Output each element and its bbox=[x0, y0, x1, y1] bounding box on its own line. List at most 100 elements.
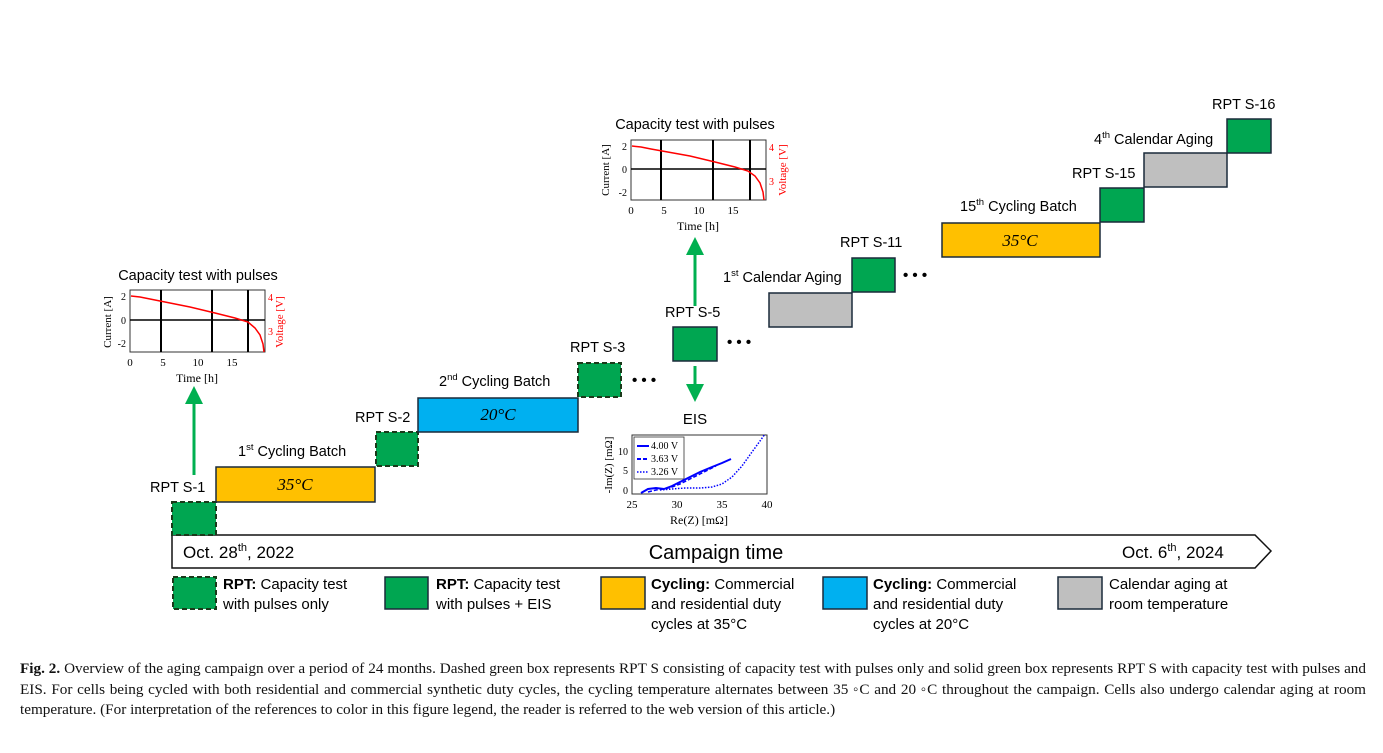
svg-text:RPT: Capacity test: RPT: Capacity test bbox=[436, 576, 561, 593]
cycling-batch-1-label: 1st Cycling Batch bbox=[238, 442, 346, 460]
caption-label: Fig. 2. bbox=[20, 660, 61, 677]
ellipsis-3: • • • bbox=[903, 267, 927, 284]
legend: RPT: Capacity test with pulses only RPT:… bbox=[172, 576, 1228, 633]
legend-swatch-calendar bbox=[1057, 576, 1103, 610]
capacity-plot-2-title: Capacity test with pulses bbox=[615, 117, 775, 133]
capacity-plot-1-title: Capacity test with pulses bbox=[118, 268, 278, 284]
legend-swatch-rpt-dashed bbox=[172, 576, 217, 610]
eis-legend-2: 3.63 V bbox=[651, 454, 679, 465]
svg-text:3: 3 bbox=[769, 177, 774, 188]
svg-text:RPT: Capacity test: RPT: Capacity test bbox=[223, 576, 348, 593]
svg-text:cycles at 35°C: cycles at 35°C bbox=[651, 616, 747, 633]
cycling-batch-2-label: 2nd Cycling Batch bbox=[439, 372, 550, 390]
svg-text:5: 5 bbox=[623, 466, 628, 477]
rpt-s11-label: RPT S-11 bbox=[840, 235, 902, 251]
rpt-s3-label: RPT S-3 bbox=[570, 340, 625, 356]
svg-text:and residential duty: and residential duty bbox=[651, 596, 782, 613]
rpt-s2-box bbox=[375, 431, 419, 467]
capacity-plot-2-voltage-curve bbox=[631, 145, 765, 201]
svg-text:15: 15 bbox=[227, 357, 239, 369]
calendar-aging-1-label: 1st Calendar Aging bbox=[723, 268, 842, 286]
capacity-plot-1-ylabel-right: Voltage [V] bbox=[274, 296, 286, 347]
cycling-batch-1-box bbox=[215, 466, 376, 503]
cycling-batch-15-box bbox=[941, 222, 1101, 258]
capacity-plot-1-ylabel-left: Current [A] bbox=[102, 296, 114, 348]
figure-caption: Fig. 2. Overview of the aging campaign o… bbox=[20, 659, 1366, 721]
svg-text:2: 2 bbox=[622, 142, 627, 153]
svg-text:25: 25 bbox=[627, 499, 639, 511]
svg-text:room temperature: room temperature bbox=[1109, 596, 1228, 613]
capacity-plot-2: Capacity test with pulses Current [A] Vo… bbox=[600, 117, 789, 233]
rpt-s1-box bbox=[171, 501, 217, 536]
rpt-s16-label: RPT S-16 bbox=[1212, 97, 1275, 113]
svg-text:30: 30 bbox=[672, 499, 684, 511]
svg-text:10: 10 bbox=[193, 357, 205, 369]
legend-swatch-cycling-35 bbox=[600, 576, 646, 610]
caption-text: Overview of the aging campaign over a pe… bbox=[20, 660, 1366, 718]
rpt-s15-box bbox=[1099, 187, 1145, 223]
svg-text:10: 10 bbox=[694, 205, 706, 217]
cycling-batch-2-temp: 20°C bbox=[480, 405, 516, 424]
eis-plot-ylabel: -Im(Z) [mΩ] bbox=[603, 437, 615, 494]
svg-text:4: 4 bbox=[769, 143, 774, 154]
calendar-aging-1-box bbox=[768, 292, 853, 328]
rpt-s3-box bbox=[577, 362, 622, 398]
svg-text:cycles at 20°C: cycles at 20°C bbox=[873, 616, 969, 633]
svg-text:5: 5 bbox=[661, 205, 667, 217]
eis-plot-title: EIS bbox=[683, 411, 707, 428]
legend-item-rpt-dashed: RPT: Capacity test with pulses only bbox=[172, 576, 348, 613]
timeline-start-label: Oct. 28th, 2022 bbox=[183, 542, 294, 562]
svg-text:0: 0 bbox=[127, 357, 133, 369]
rpt-s16-box bbox=[1226, 118, 1272, 154]
eis-plot: EIS 4.00 V 3.63 V 3.26 V -Im(Z) [mΩ] 10 … bbox=[603, 411, 773, 527]
cycling-batch-15-label: 15th Cycling Batch bbox=[960, 197, 1077, 215]
eis-legend-box bbox=[633, 436, 685, 480]
legend-item-cycling-20: Cycling: Commercial and residential duty… bbox=[822, 576, 1016, 633]
svg-text:with pulses only: with pulses only bbox=[222, 596, 329, 613]
eis-legend-1: 4.00 V bbox=[651, 441, 679, 452]
capacity-plot-1-voltage-curve bbox=[130, 295, 265, 353]
svg-text:Cycling: Commercial: Cycling: Commercial bbox=[873, 576, 1016, 593]
capacity-plot-2-xlabel: Time [h] bbox=[677, 219, 719, 233]
eis-curve-3v63 bbox=[647, 465, 717, 493]
rpt-s2-label: RPT S-2 bbox=[355, 410, 410, 426]
legend-item-calendar: Calendar aging at room temperature bbox=[1057, 576, 1228, 613]
legend-swatch-rpt-solid bbox=[384, 576, 429, 610]
calendar-aging-4-label: 4th Calendar Aging bbox=[1094, 130, 1213, 148]
timeline-title: Campaign time bbox=[649, 542, 784, 564]
capacity-plot-2-ylabel-left: Current [A] bbox=[600, 144, 612, 196]
svg-text:0: 0 bbox=[121, 316, 126, 327]
rpt-s1-label: RPT S-1 bbox=[150, 480, 205, 496]
svg-text:5: 5 bbox=[160, 357, 166, 369]
rpt-s11-box bbox=[851, 257, 896, 293]
legend-item-cycling-35: Cycling: Commercial and residential duty… bbox=[600, 576, 794, 633]
cycling-batch-15-temp: 35°C bbox=[1001, 231, 1038, 250]
eis-legend-3: 3.26 V bbox=[651, 467, 679, 478]
timeline-arrow: Oct. 28th, 2022 Campaign time Oct. 6th, … bbox=[171, 534, 1273, 569]
svg-text:Calendar aging at: Calendar aging at bbox=[1109, 576, 1228, 593]
capacity-plot-1-xlabel: Time [h] bbox=[176, 371, 218, 385]
svg-text:0: 0 bbox=[623, 486, 628, 497]
svg-text:0: 0 bbox=[628, 205, 634, 217]
ellipsis-2: • • • bbox=[727, 334, 751, 351]
svg-text:15: 15 bbox=[728, 205, 740, 217]
eis-plot-xlabel: Re(Z) [mΩ] bbox=[670, 513, 728, 527]
rpt-s5-label: RPT S-5 bbox=[665, 305, 720, 321]
eis-curve-3v26 bbox=[659, 433, 766, 491]
cycling-batch-1-temp: 35°C bbox=[276, 475, 313, 494]
svg-text:2: 2 bbox=[121, 292, 126, 303]
svg-text:4: 4 bbox=[268, 293, 273, 304]
capacity-plot-2-ylabel-right: Voltage [V] bbox=[777, 144, 789, 195]
svg-text:10: 10 bbox=[618, 447, 628, 458]
svg-text:3: 3 bbox=[268, 327, 273, 338]
svg-text:40: 40 bbox=[762, 499, 774, 511]
svg-text:0: 0 bbox=[622, 165, 627, 176]
svg-text:and residential duty: and residential duty bbox=[873, 596, 1004, 613]
calendar-aging-4-box bbox=[1143, 152, 1228, 188]
rpt-s15-label: RPT S-15 bbox=[1072, 166, 1135, 182]
timeline-end-label: Oct. 6th, 2024 bbox=[1122, 542, 1224, 562]
ellipsis-1: • • • bbox=[632, 372, 656, 389]
legend-swatch-cycling-20 bbox=[822, 576, 868, 610]
svg-text:with pulses + EIS: with pulses + EIS bbox=[435, 596, 551, 613]
svg-text:Cycling: Commercial: Cycling: Commercial bbox=[651, 576, 794, 593]
